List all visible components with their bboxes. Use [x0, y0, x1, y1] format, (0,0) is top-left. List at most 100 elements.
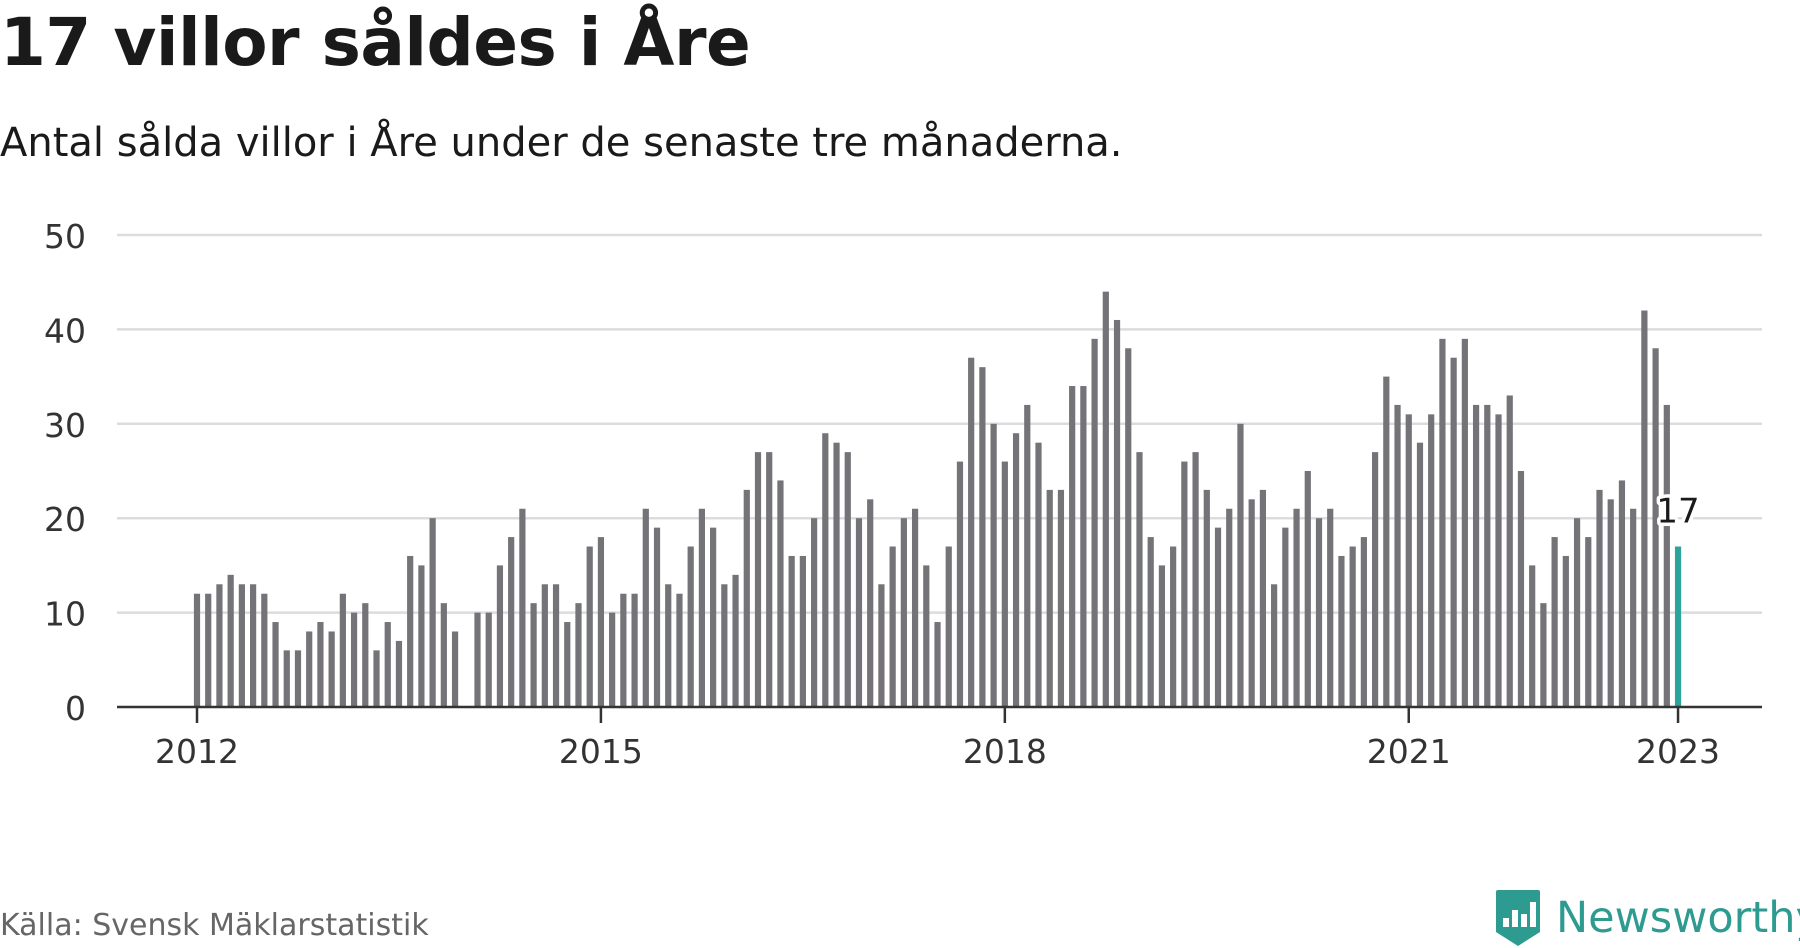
bar [777, 480, 784, 707]
bar [766, 452, 773, 707]
x-tick-label: 2012 [155, 732, 239, 771]
bar [811, 518, 818, 707]
bar [384, 622, 391, 707]
bar [597, 537, 605, 707]
bar [1259, 489, 1266, 707]
bar [889, 546, 896, 707]
bar [609, 612, 616, 707]
source-credit: Källa: Svensk Mäklarstatistik [0, 908, 429, 943]
bar [1517, 471, 1525, 707]
bar [900, 518, 907, 707]
bar [653, 527, 661, 707]
bar [238, 584, 245, 707]
bar [710, 527, 717, 707]
bar [1394, 404, 1401, 707]
bar [250, 584, 257, 707]
bar [1057, 489, 1065, 707]
bar [1562, 555, 1569, 707]
bar [1405, 414, 1412, 707]
bar [1349, 546, 1356, 707]
bar [956, 461, 964, 707]
bar [923, 565, 930, 707]
bar [205, 593, 212, 707]
bar [934, 622, 941, 707]
bar [1102, 291, 1109, 707]
bar [1012, 433, 1020, 707]
bar [485, 612, 492, 707]
bar [1428, 414, 1435, 707]
bar [1293, 508, 1300, 707]
bar [283, 650, 290, 707]
bar [1596, 489, 1603, 707]
bar-chart-logo-icon [1496, 890, 1540, 946]
axes: 0 10 20 30 40 50 17 2012 2015 2018 2021 2023 [44, 217, 1762, 771]
bar [1652, 348, 1659, 707]
bar [979, 367, 986, 707]
bar [698, 508, 705, 707]
bar [1069, 386, 1076, 707]
bar [833, 442, 840, 707]
bar [1618, 480, 1626, 707]
highlight-value-label: 17 [1656, 492, 1699, 532]
bar [1203, 489, 1210, 707]
bar [911, 508, 919, 707]
bar [1360, 537, 1367, 707]
y-tick-label: 20 [44, 500, 86, 539]
bar [328, 631, 335, 707]
bar [216, 584, 223, 707]
bar [530, 603, 537, 707]
bar [990, 423, 997, 707]
bar [721, 584, 728, 707]
page-title: 17 villor såldes i Åre [0, 4, 751, 81]
bar [1237, 423, 1244, 707]
grid-lines [117, 233, 1762, 614]
bar [732, 574, 739, 707]
bar [1630, 508, 1637, 707]
y-tick-label: 40 [44, 311, 86, 350]
bar [306, 631, 313, 707]
bar [1136, 452, 1143, 707]
bar [575, 603, 582, 707]
bar [1158, 565, 1166, 707]
y-tick-label: 30 [44, 406, 86, 445]
bar [1035, 442, 1042, 707]
y-tick-label: 50 [44, 217, 86, 256]
newsworthy-logo: Newsworthy [1494, 888, 1800, 948]
bar [1192, 452, 1199, 707]
bar [676, 593, 683, 707]
bar-highlight [1674, 546, 1682, 707]
y-tick-label: 10 [44, 595, 86, 634]
bar [451, 631, 459, 707]
bar [1439, 338, 1446, 707]
bar [429, 518, 436, 707]
x-tick-label: 2023 [1636, 732, 1720, 771]
bar [855, 518, 863, 707]
bar [687, 546, 694, 707]
bar [1540, 603, 1547, 707]
bar [294, 650, 302, 707]
bar [261, 593, 268, 707]
bar [193, 593, 201, 707]
bar [339, 593, 346, 707]
bar [945, 546, 952, 707]
x-tick-label: 2018 [963, 732, 1047, 771]
bars [193, 291, 1682, 707]
bar [642, 508, 649, 707]
bar [1147, 537, 1154, 707]
bar [1573, 518, 1581, 707]
bar [1450, 357, 1457, 707]
bar [1091, 338, 1098, 707]
brand-name: Newsworthy [1556, 893, 1800, 943]
bar [440, 603, 447, 707]
bar [1416, 442, 1424, 707]
bar [867, 499, 874, 707]
bar [1113, 319, 1121, 707]
bar [1214, 527, 1222, 707]
bar [1024, 404, 1031, 707]
bar [968, 357, 975, 707]
bar [227, 574, 234, 707]
bar [1125, 348, 1132, 707]
bar [799, 555, 806, 707]
y-tick-label: 0 [65, 689, 86, 728]
